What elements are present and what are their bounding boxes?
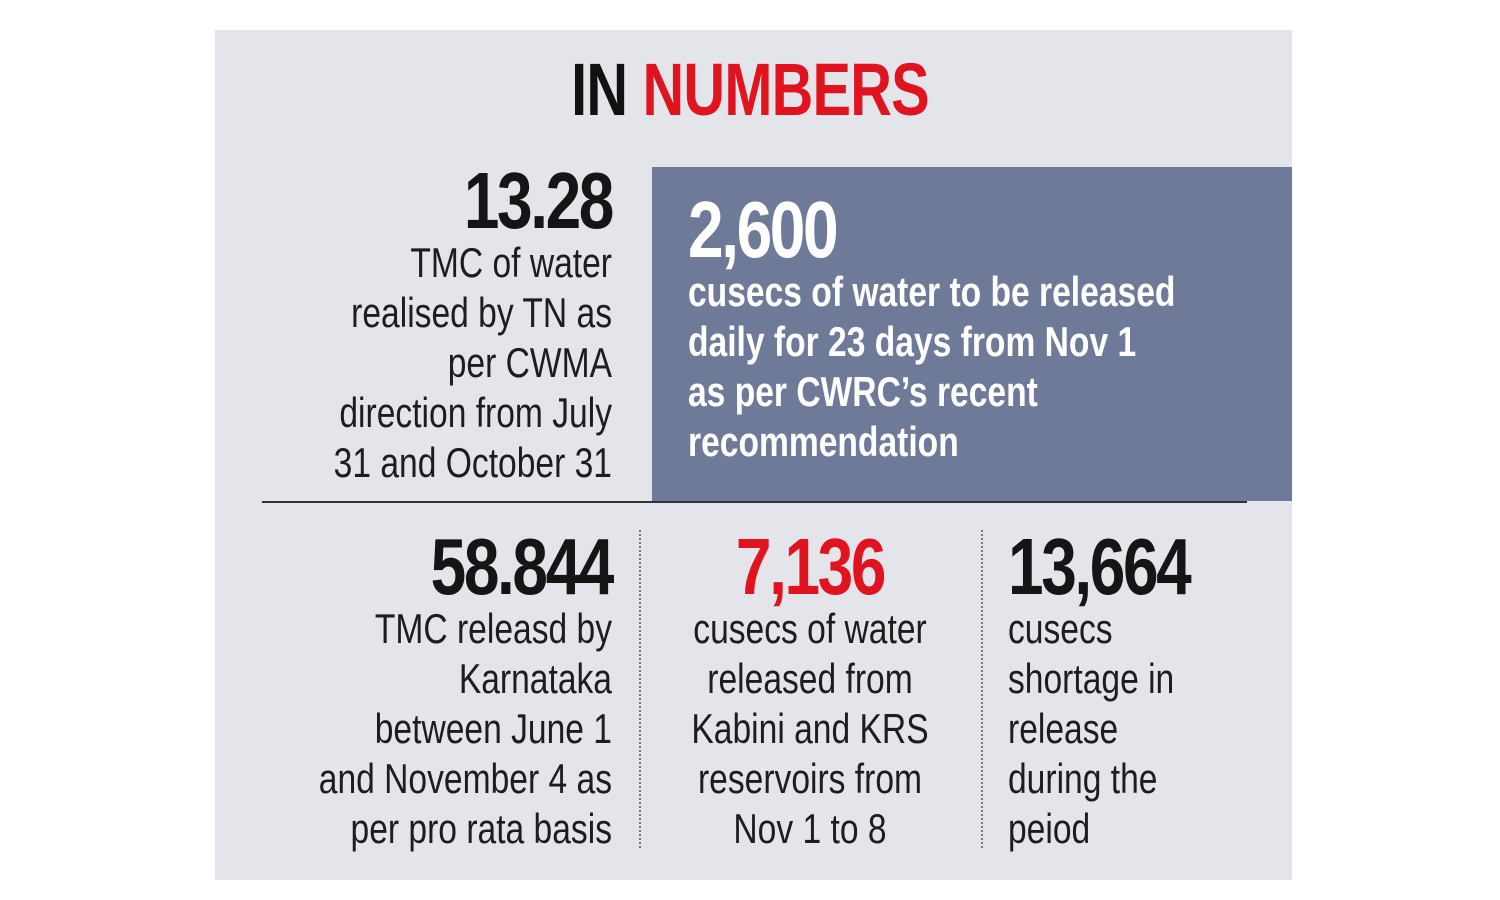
stat-cusecs-released: 7,136 cusecs of water released from Kabi… bbox=[602, 522, 1018, 854]
stat-line: released from bbox=[707, 655, 913, 702]
stat-line: per CWMA bbox=[447, 339, 612, 386]
stat-value: 58.844 bbox=[430, 522, 615, 611]
highlight-panel bbox=[652, 167, 1292, 501]
stat-line: TMC of water bbox=[410, 239, 612, 286]
stat-line: per pro rata basis bbox=[350, 805, 612, 852]
stat-value: 7,136 bbox=[735, 522, 887, 611]
infographic-title: IN NUMBERS bbox=[165, 52, 1335, 128]
stat-line: during the bbox=[1008, 755, 1158, 802]
stat-value: 13,664 bbox=[1008, 522, 1192, 611]
stat-line: realised by TN as bbox=[351, 289, 612, 336]
stat-line: TMC releasd by bbox=[374, 605, 612, 652]
stat-tmc-released: 58.844 TMC releasd by Karnataka between … bbox=[196, 522, 615, 854]
stat-line: recommendation bbox=[688, 418, 959, 465]
stat-cusecs-daily: 2,600 cusecs of water to be released dai… bbox=[688, 185, 1248, 467]
stat-line: peiod bbox=[1008, 805, 1091, 852]
stat-line: Karnataka bbox=[458, 655, 612, 702]
title-in: IN bbox=[571, 48, 628, 131]
stat-line: reservoirs from bbox=[697, 755, 923, 802]
stat-line: 31 and October 31 bbox=[333, 439, 612, 486]
stat-line: shortage in bbox=[1008, 655, 1175, 702]
dotted-divider bbox=[981, 530, 983, 848]
stat-line: direction from July bbox=[339, 389, 612, 436]
stat-line: between June 1 bbox=[374, 705, 612, 752]
stat-line: Kabini and KRS bbox=[691, 705, 929, 752]
stat-line: as per CWRC’s recent bbox=[688, 368, 1038, 415]
divider bbox=[262, 501, 1247, 503]
dotted-divider bbox=[639, 530, 641, 848]
stat-tmc-realised: 13.28 TMC of water realised by TN as per… bbox=[196, 156, 615, 488]
stat-line: daily for 23 days from Nov 1 bbox=[688, 318, 1137, 365]
stat-line: release bbox=[1008, 705, 1119, 752]
stat-value: 2,600 bbox=[688, 185, 839, 274]
stat-line: cusecs of water to be released bbox=[688, 268, 1176, 315]
stat-value: 13.28 bbox=[463, 156, 615, 245]
stat-line: Nov 1 to 8 bbox=[733, 805, 887, 852]
stat-line: cusecs of water bbox=[693, 605, 927, 652]
stat-cusecs-shortage: 13,664 cusecs shortage in release during… bbox=[1008, 522, 1424, 854]
stat-line: and November 4 as bbox=[318, 755, 612, 802]
title-numbers: NUMBERS bbox=[642, 48, 930, 131]
stat-line: cusecs bbox=[1008, 605, 1113, 652]
